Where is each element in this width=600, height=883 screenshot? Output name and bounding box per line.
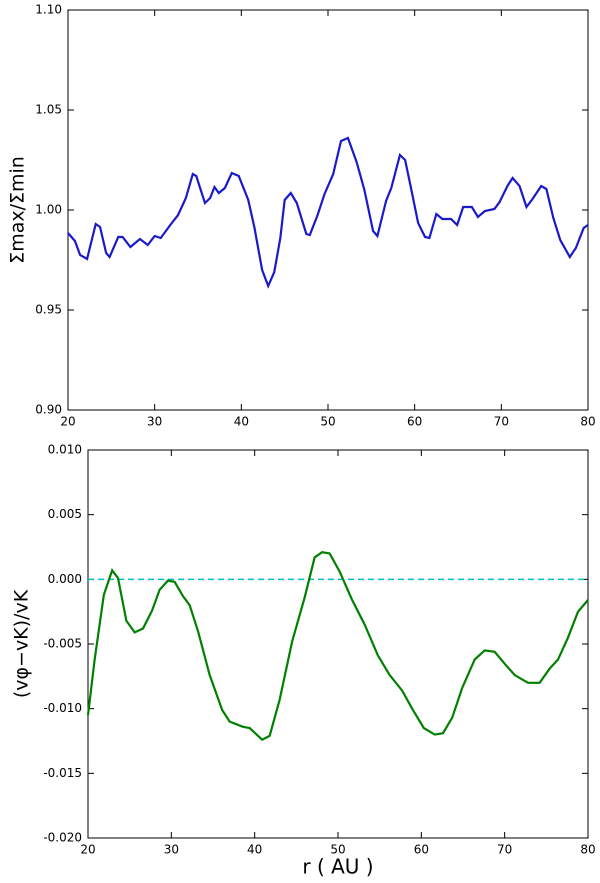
x-tick-label: 30 xyxy=(147,415,162,429)
y-tick-label: -0.015 xyxy=(43,766,82,780)
x-tick-label: 30 xyxy=(164,843,179,857)
x-tick-label: 70 xyxy=(497,843,512,857)
data-line xyxy=(67,136,589,289)
x-tick-label: 60 xyxy=(407,415,422,429)
x-tick-label: 40 xyxy=(247,843,262,857)
y-axis-label: Σmax/Σmin xyxy=(7,156,29,264)
x-tick-label: 70 xyxy=(494,415,509,429)
x-tick-label: 20 xyxy=(60,415,75,429)
y-tick-label: -0.020 xyxy=(43,831,82,845)
data-line xyxy=(86,551,589,742)
plot-frame xyxy=(67,9,589,411)
x-tick-label: 20 xyxy=(80,843,95,857)
x-tick-label: 50 xyxy=(330,843,345,857)
x-tick-label: 40 xyxy=(234,415,249,429)
x-tick-label: 80 xyxy=(580,843,595,857)
x-axis-label: r ( AU ) xyxy=(302,855,373,879)
x-tick-label: 80 xyxy=(580,415,595,429)
y-tick-label: 1.00 xyxy=(35,203,62,217)
y-axis-label: (vφ−vK)/vK xyxy=(11,589,33,698)
y-tick-label: 0.90 xyxy=(35,403,62,417)
y-tick-label: 0.000 xyxy=(48,572,82,586)
y-tick-label: 1.10 xyxy=(35,3,62,17)
plot-frame xyxy=(87,449,589,839)
y-tick-label: -0.010 xyxy=(43,701,82,715)
y-tick-label: 1.05 xyxy=(35,103,62,117)
y-tick-label: 0.005 xyxy=(48,507,82,521)
y-tick-label: 0.010 xyxy=(48,443,82,457)
x-tick-label: 60 xyxy=(414,843,429,857)
x-tick-label: 50 xyxy=(320,415,335,429)
y-tick-label: 0.95 xyxy=(35,303,62,317)
y-tick-label: -0.005 xyxy=(43,637,82,651)
